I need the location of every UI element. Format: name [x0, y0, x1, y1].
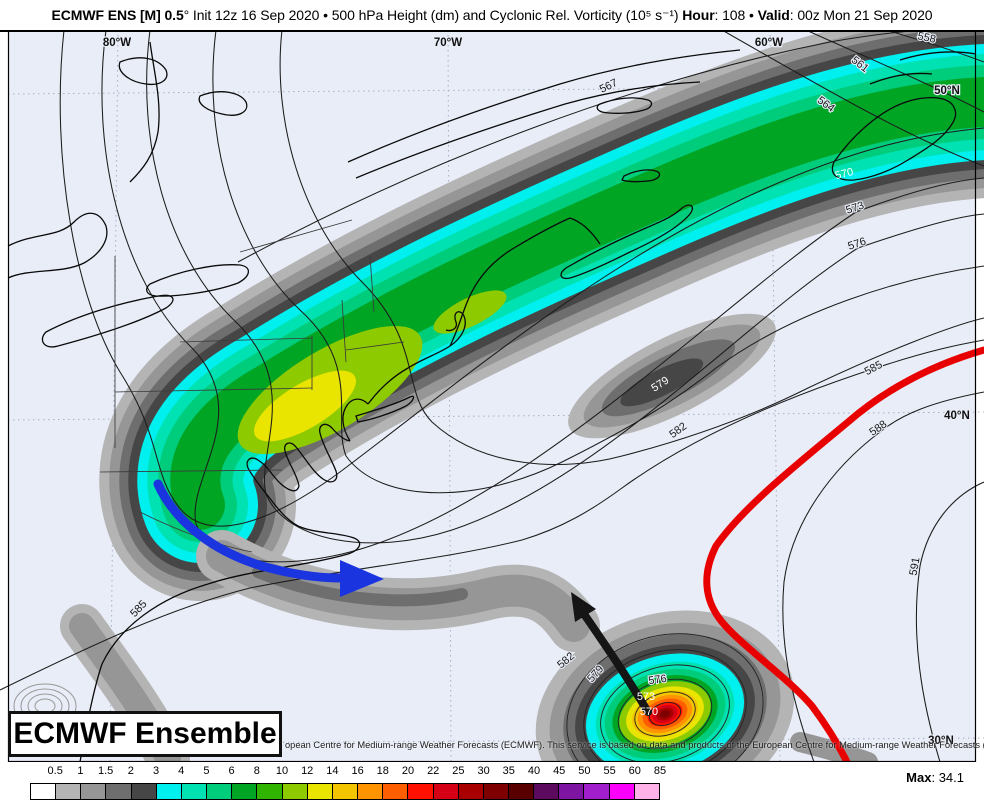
state-borders [99, 219, 405, 553]
legend-tick-label: 85 [653, 765, 667, 777]
graticule-label: 80°W [103, 37, 131, 49]
legend-tick-label: 1.5 [97, 765, 114, 777]
legend-swatch [433, 784, 459, 799]
legend-swatch [634, 784, 659, 799]
legend-swatch [232, 784, 258, 799]
legend-tick-label: 22 [427, 765, 440, 777]
legend-swatch [408, 784, 434, 799]
graticule-label: 50°N [934, 85, 960, 97]
legend-tick-label: 6 [228, 765, 235, 777]
copyright-text: opean Centre for Medium-range Weather Fo… [285, 740, 984, 750]
legend-swatch [307, 784, 333, 799]
legend-tick-label: 1 [77, 765, 84, 777]
contour-label: 558 [916, 30, 936, 46]
legend-tick-label: 10 [275, 765, 289, 777]
title-segment: Valid [757, 7, 790, 23]
vorticity-band [99, 6, 984, 601]
legend-swatch [56, 784, 82, 799]
title-bar: ECMWF ENS [M] 0.5 ° Init 12z 16 Sep 2020 … [0, 0, 984, 30]
legend-swatch [257, 784, 283, 799]
legend-swatch [458, 784, 484, 799]
legend-tick-label: 12 [301, 765, 314, 777]
coastlines [7, 41, 977, 763]
contour-label: 570 [834, 166, 855, 182]
legend-swatch [31, 784, 57, 799]
contour-label: 573 [637, 691, 655, 703]
title-segment: Hour [682, 7, 715, 23]
graticule-label: 60°W [755, 37, 783, 49]
legend-swatch [483, 784, 509, 799]
contour-label: 591 [908, 556, 923, 576]
legend-swatch [81, 784, 107, 799]
legend-tick-label: 5 [203, 765, 210, 777]
hurricane-height-contours [566, 633, 764, 795]
title-segment: : 108 • [714, 7, 758, 23]
branding-box: ECMWF Ensemble [8, 711, 282, 757]
legend-tick-label: 50 [578, 765, 591, 777]
legend-swatch [106, 784, 132, 799]
legend-swatch [332, 784, 359, 799]
legend-swatch [584, 784, 610, 799]
graticule-labels: 80°W 70°W 60°W 50°N 40°N 30°N [102, 36, 971, 748]
contour-label: 570 [640, 706, 658, 718]
legend-swatch [282, 784, 308, 799]
legend-tick-label: 30 [477, 765, 490, 777]
black-track-arrow [571, 592, 652, 716]
legend-tick-label: 8 [253, 765, 260, 777]
legend-swatch [131, 784, 157, 799]
legend-swatch [156, 784, 182, 799]
blue-track-arrow [153, 479, 384, 597]
red-highlight-contour [703, 346, 984, 766]
legend-area: 0.5 1 1.5 2 3 4 5 6 8 10 12 14 16 18 20 22 25 30 35 40 45 50 5… [0, 762, 984, 808]
max-value-label: Max: 34.1 [906, 770, 964, 785]
title-segment: ECMWF ENS [M] 0.5 [51, 7, 184, 23]
graticule-label: 40°N [944, 410, 970, 422]
legend-tick-label: 60 [628, 765, 641, 777]
legend-tick-label: 3 [152, 765, 160, 777]
legend-swatch [559, 784, 585, 799]
legend-tick-label: 0.5 [47, 765, 63, 777]
legend-swatch [358, 784, 384, 799]
legend-swatch [609, 784, 635, 799]
map-canvas: 558 561 564 567 570 573 576 579 582 585 588 591 585 5… [0, 6, 984, 808]
legend-swatch [383, 784, 409, 799]
legend-tick-label: 14 [326, 765, 339, 777]
legend-tick-label: 40 [527, 765, 541, 777]
title-segment: : 00z Mon 21 Sep 2020 [789, 7, 933, 23]
max-value-text: : 34.1 [931, 770, 964, 785]
contour-label: 576 [648, 673, 668, 687]
legend-tick-label: 18 [376, 765, 389, 777]
legend-tick-label: 35 [502, 765, 515, 777]
max-label-text: Max [906, 770, 932, 785]
graticule-label: 70°W [434, 37, 462, 49]
vorticity-core-patches [237, 290, 507, 455]
legend-tick-label: 16 [351, 765, 364, 777]
gray-vorticity-blob [568, 313, 776, 439]
legend-colorbar [30, 783, 660, 800]
legend-tick-label: 20 [401, 765, 415, 777]
legend-tick-label: 2 [127, 765, 134, 777]
legend-swatch [508, 784, 535, 799]
graticule-label: 30°N [928, 735, 954, 747]
legend-tick-labels: 0.5 1 1.5 2 3 4 5 6 8 10 12 14 16 18 20 22 25 30 35 40 45 50 5… [30, 765, 667, 779]
legend-tick-label: 25 [452, 765, 465, 777]
legend-swatch [207, 784, 233, 799]
legend-tick-label: 45 [553, 765, 566, 777]
legend-swatch [181, 784, 208, 799]
legend-tick-label: 4 [178, 765, 185, 777]
legend-swatch [534, 784, 560, 799]
legend-tick-label: 55 [603, 765, 616, 777]
title-segment: ° Init 12z 16 Sep 2020 • 500 hPa Height … [183, 6, 683, 23]
